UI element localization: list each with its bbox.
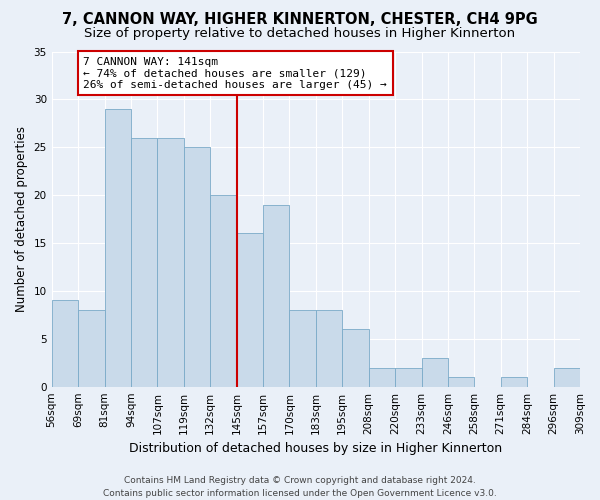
Bar bbox=[263, 204, 289, 386]
Bar bbox=[78, 310, 104, 386]
Bar bbox=[421, 358, 448, 386]
Text: 7 CANNON WAY: 141sqm
← 74% of detached houses are smaller (129)
26% of semi-deta: 7 CANNON WAY: 141sqm ← 74% of detached h… bbox=[83, 56, 387, 90]
Bar bbox=[236, 234, 263, 386]
Bar bbox=[501, 377, 527, 386]
Bar bbox=[184, 148, 210, 386]
Bar bbox=[395, 368, 421, 386]
Bar bbox=[52, 300, 78, 386]
Bar bbox=[131, 138, 157, 386]
Bar bbox=[210, 195, 236, 386]
Bar bbox=[368, 368, 395, 386]
Text: Contains HM Land Registry data © Crown copyright and database right 2024.
Contai: Contains HM Land Registry data © Crown c… bbox=[103, 476, 497, 498]
Bar bbox=[289, 310, 316, 386]
Text: Size of property relative to detached houses in Higher Kinnerton: Size of property relative to detached ho… bbox=[85, 28, 515, 40]
Text: 7, CANNON WAY, HIGHER KINNERTON, CHESTER, CH4 9PG: 7, CANNON WAY, HIGHER KINNERTON, CHESTER… bbox=[62, 12, 538, 28]
Bar bbox=[157, 138, 184, 386]
Bar bbox=[342, 329, 368, 386]
Bar bbox=[554, 368, 580, 386]
Bar bbox=[448, 377, 475, 386]
X-axis label: Distribution of detached houses by size in Higher Kinnerton: Distribution of detached houses by size … bbox=[129, 442, 502, 455]
Bar bbox=[316, 310, 342, 386]
Bar bbox=[104, 109, 131, 386]
Y-axis label: Number of detached properties: Number of detached properties bbox=[15, 126, 28, 312]
